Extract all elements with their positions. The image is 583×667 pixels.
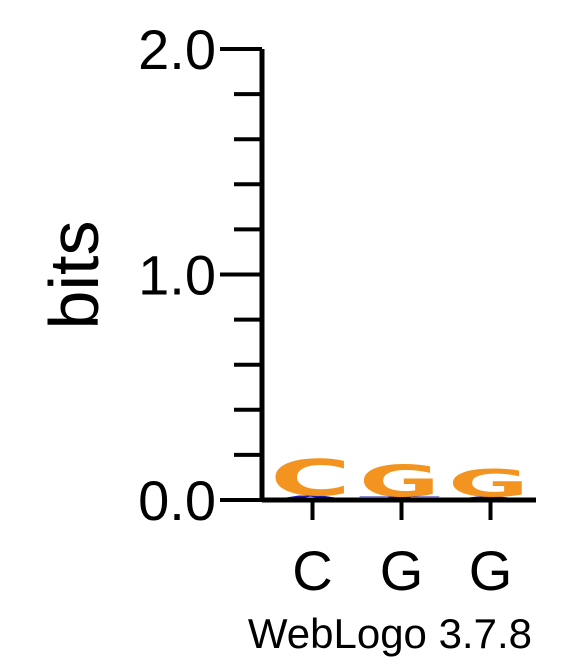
x-tick-label: G [380,539,424,602]
y-tick-label: 0.0 [138,469,216,532]
footer-credit: WebLogo 3.7.8 [248,610,532,657]
y-axis-title: bits [35,221,113,330]
x-tick-label: C [292,539,332,602]
y-tick-label: 1.0 [138,244,216,307]
x-tick-label: G [469,539,513,602]
y-tick-label: 2.0 [138,18,216,81]
y-axis: 0.0 1.0 2.0 [138,18,265,532]
